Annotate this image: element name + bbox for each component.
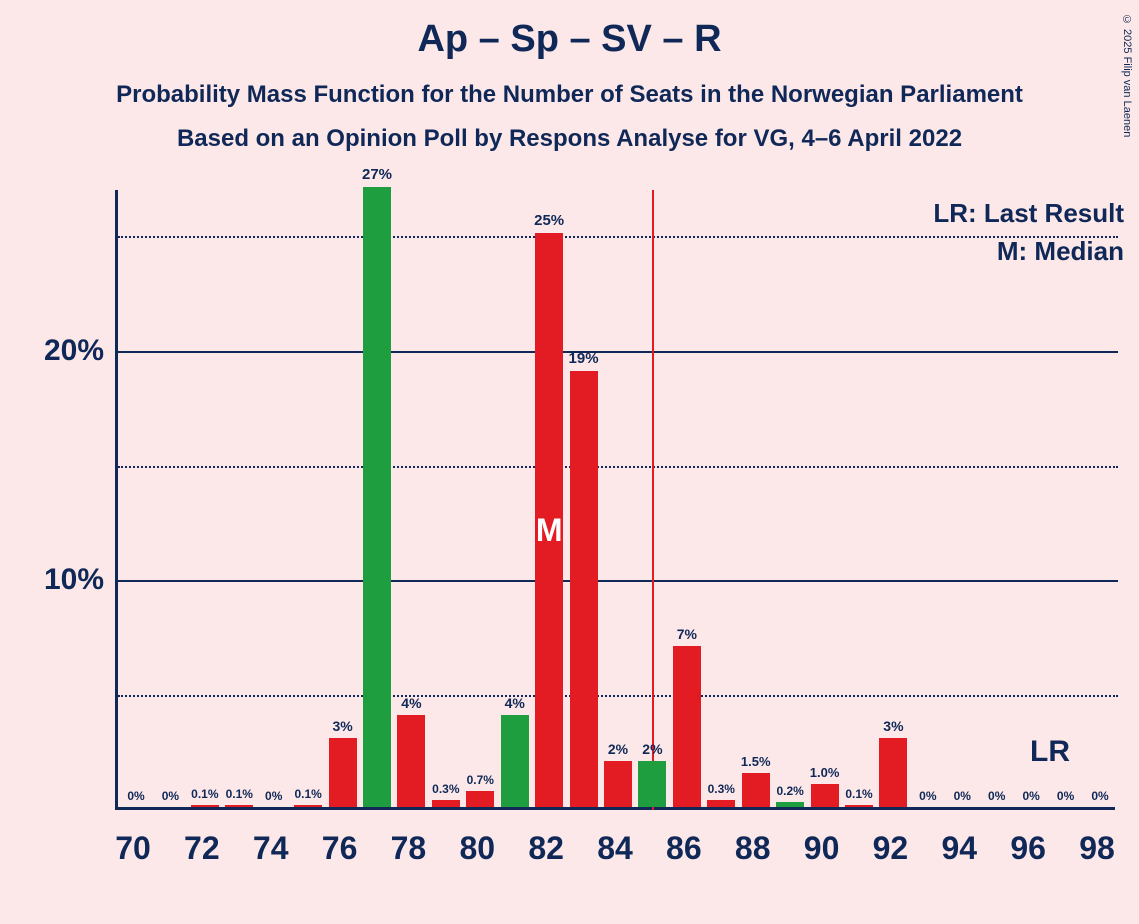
bar: [501, 715, 529, 807]
bar-value-label: 0%: [1091, 789, 1108, 803]
bar-value-label: 19%: [569, 350, 599, 367]
bar-value-label: 4%: [505, 695, 525, 711]
bar-value-label: 2%: [608, 741, 628, 757]
bar-value-label: 3%: [883, 718, 903, 734]
bar-value-label: 0%: [162, 789, 179, 803]
bar-value-label: 0%: [1057, 789, 1074, 803]
bar-value-label: 4%: [401, 695, 421, 711]
gridline-minor: [118, 466, 1118, 468]
x-axis-tick-label: 98: [1079, 830, 1115, 867]
gridline-major: [118, 351, 1118, 353]
x-axis-tick-label: 88: [735, 830, 771, 867]
x-axis-tick-label: 80: [459, 830, 495, 867]
bar: [329, 738, 357, 807]
x-axis-tick-label: 74: [253, 830, 289, 867]
bar: [397, 715, 425, 807]
x-axis-tick-label: 82: [528, 830, 564, 867]
lr-reference-line: [652, 190, 654, 810]
bar-value-label: 0%: [988, 789, 1005, 803]
chart-title: Ap – Sp – SV – R: [0, 0, 1139, 61]
bar: [294, 805, 322, 807]
bar: [225, 805, 253, 807]
bar: [776, 802, 804, 807]
bar-value-label: 0.3%: [708, 782, 735, 796]
bar: [466, 791, 494, 807]
x-axis-tick-label: 94: [941, 830, 977, 867]
gridline-minor: [118, 236, 1118, 238]
bar: [811, 784, 839, 807]
bar-value-label: 0.2%: [776, 784, 803, 798]
plot-region: 0%0%0.1%0.1%0%0.1%3%27%4%0.3%0.7%4%25%19…: [115, 190, 1115, 810]
bar-value-label: 0%: [1022, 789, 1039, 803]
bar: [432, 800, 460, 807]
bar: [570, 371, 598, 807]
bar-value-label: 1.0%: [810, 765, 840, 780]
bar: [638, 761, 666, 807]
bar: [604, 761, 632, 807]
bar-value-label: 25%: [534, 212, 564, 229]
bar-value-label: 0.7%: [467, 773, 494, 787]
bar-value-label: 0%: [954, 789, 971, 803]
median-marker: M: [536, 512, 563, 549]
x-axis-tick-label: 72: [184, 830, 220, 867]
x-axis-tick-label: 84: [597, 830, 633, 867]
chart-subtitle-2: Based on an Opinion Poll by Respons Anal…: [0, 125, 1139, 153]
bar: [742, 773, 770, 807]
lr-label: LR: [1030, 735, 1070, 769]
x-axis-tick-label: 90: [804, 830, 840, 867]
y-axis-tick-label: 10%: [44, 563, 104, 597]
bar-value-label: 27%: [362, 166, 392, 183]
bar-value-label: 0.1%: [191, 787, 218, 801]
chart-plot-area: 0%0%0.1%0.1%0%0.1%3%27%4%0.3%0.7%4%25%19…: [115, 190, 1115, 810]
legend-lr: LR: Last Result: [933, 198, 1124, 229]
legend-m: M: Median: [997, 236, 1124, 267]
bar-value-label: 0.3%: [432, 782, 459, 796]
x-axis-tick-label: 96: [1010, 830, 1046, 867]
bar-value-label: 0%: [127, 789, 144, 803]
bar: [879, 738, 907, 807]
bar: [845, 805, 873, 807]
bar-value-label: 1.5%: [741, 754, 771, 769]
x-axis-tick-label: 86: [666, 830, 702, 867]
gridline-major: [118, 580, 1118, 582]
bar-value-label: 7%: [677, 626, 697, 642]
bar-value-label: 0%: [919, 789, 936, 803]
bar: [363, 187, 391, 807]
gridline-minor: [118, 695, 1118, 697]
y-axis-tick-label: 20%: [44, 334, 104, 368]
bar: [191, 805, 219, 807]
x-axis-tick-label: 76: [322, 830, 358, 867]
x-axis-tick-label: 92: [873, 830, 909, 867]
bar-value-label: 0.1%: [294, 787, 321, 801]
x-axis-tick-label: 78: [391, 830, 427, 867]
copyright-text: © 2025 Filip van Laenen: [1121, 14, 1133, 137]
bar-value-label: 0%: [265, 789, 282, 803]
bar-value-label: 2%: [642, 741, 662, 757]
bar-value-label: 0.1%: [845, 787, 872, 801]
bar: [673, 646, 701, 807]
bar-value-label: 0.1%: [226, 787, 253, 801]
bar: [707, 800, 735, 807]
chart-subtitle-1: Probability Mass Function for the Number…: [0, 81, 1139, 109]
bar-value-label: 3%: [332, 718, 352, 734]
x-axis-tick-label: 70: [115, 830, 151, 867]
